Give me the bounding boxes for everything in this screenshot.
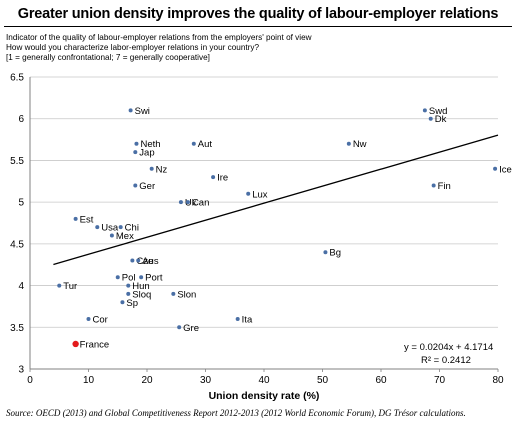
title-underline	[4, 26, 512, 27]
data-point	[136, 258, 141, 263]
data-point	[422, 108, 427, 113]
trendline	[53, 134, 499, 266]
data-label: Swi	[135, 106, 150, 117]
data-label: Gre	[183, 323, 199, 334]
x-tick-label: 60	[375, 375, 387, 386]
data-label: Cor	[93, 314, 108, 325]
data-point	[428, 116, 433, 121]
x-tick-label: 30	[200, 375, 212, 386]
data-label: Chi	[125, 223, 139, 234]
trendline-group	[53, 134, 499, 266]
tick-labels: 3 3.5 4 4.5 5 5.5 6 6.5 0 10 20 30 40 50 60 70 80	[10, 73, 504, 387]
data-label: Nw	[353, 139, 367, 150]
data-point	[72, 340, 79, 348]
data-label: Cze	[136, 256, 153, 267]
data-label: Lux	[252, 189, 268, 200]
data-point	[133, 183, 138, 188]
data-label: Ire	[217, 173, 228, 184]
axes	[29, 77, 499, 372]
data-label: Ger	[139, 181, 155, 192]
x-axis-label: Union density rate (%)	[209, 390, 320, 402]
x-tick-label: 10	[83, 375, 95, 386]
data-point	[120, 300, 125, 305]
data-point	[149, 166, 154, 171]
data-point	[323, 250, 328, 255]
data-label: Slon	[177, 289, 196, 300]
data-point	[185, 200, 190, 205]
trendline-equation: y = 0.0204x + 4.1714	[404, 342, 493, 353]
trendline-r-squared: R² = 0.2412	[421, 355, 471, 366]
data-point	[126, 283, 131, 288]
y-tick-label: 6.5	[10, 73, 24, 84]
data-label: Bg	[329, 248, 341, 259]
data-label: Tur	[63, 281, 77, 292]
data-label: Aut	[198, 139, 213, 150]
data-point	[95, 225, 100, 230]
y-tick-label: 5	[18, 198, 24, 209]
data-label: Port	[145, 273, 163, 284]
data-point	[346, 141, 351, 146]
data-label: Ice	[499, 164, 512, 175]
chart-title: Greater union density improves the quali…	[17, 6, 499, 22]
data-point	[191, 141, 196, 146]
data-label: Usa	[101, 223, 119, 234]
source-note: Source: OECD (2013) and Global Competiti…	[6, 408, 466, 418]
data-point	[115, 275, 120, 280]
data-point	[126, 291, 131, 296]
data-label: Sp	[126, 298, 138, 309]
y-tick-label: 6	[18, 114, 24, 125]
data-point	[211, 175, 216, 180]
y-tick-label: 3	[18, 365, 24, 376]
gridlines	[30, 76, 498, 328]
data-point	[134, 141, 139, 146]
data-label: Nz	[156, 164, 168, 175]
x-tick-label: 50	[317, 375, 329, 386]
data-label: Aus	[142, 256, 159, 267]
data-label: Hun	[132, 281, 149, 292]
data-label: Uk	[185, 198, 197, 209]
x-tick-label: 0	[27, 375, 33, 386]
data-point	[118, 225, 123, 230]
subtitle-line-2: How would you characterize labor-employe…	[6, 43, 260, 52]
data-label: Fin	[438, 181, 451, 192]
data-point	[493, 166, 498, 171]
data-point	[177, 325, 182, 330]
data-label: Neth	[140, 139, 160, 150]
y-tick-label: 4.5	[10, 239, 24, 250]
data-label: Sloq	[132, 289, 151, 300]
x-tick-label: 80	[492, 375, 504, 386]
data-point	[178, 200, 183, 205]
data-label: Ita	[242, 314, 253, 325]
data-point	[431, 183, 436, 188]
data-point	[246, 191, 251, 196]
x-tick-label: 70	[434, 375, 446, 386]
subtitle-line-1: Indicator of the quality of labour-emplo…	[6, 33, 312, 42]
data-label: France	[80, 339, 110, 350]
y-tick-label: 5.5	[10, 156, 24, 167]
data-point	[57, 283, 62, 288]
data-label: Pol	[122, 273, 136, 284]
data-point	[130, 258, 135, 263]
data-point	[128, 108, 133, 113]
data-label: Swd	[429, 106, 447, 117]
x-tick-label: 20	[141, 375, 153, 386]
data-point	[133, 150, 138, 155]
data-point	[86, 316, 91, 321]
data-label: Mex	[116, 231, 134, 242]
x-tick-label: 40	[258, 375, 270, 386]
data-point	[171, 291, 176, 296]
data-point	[235, 316, 240, 321]
data-point	[109, 233, 114, 238]
data-label: Can	[192, 198, 209, 209]
data-label: Est	[80, 214, 94, 225]
data-point	[73, 216, 78, 221]
data-label: Jap	[139, 148, 154, 159]
subtitle-line-3: [1 = generally confrontational; 7 = gene…	[6, 53, 210, 62]
data-label: Dk	[435, 114, 447, 125]
y-tick-label: 4	[18, 281, 24, 292]
y-tick-label: 3.5	[10, 323, 24, 334]
data-point	[139, 275, 144, 280]
